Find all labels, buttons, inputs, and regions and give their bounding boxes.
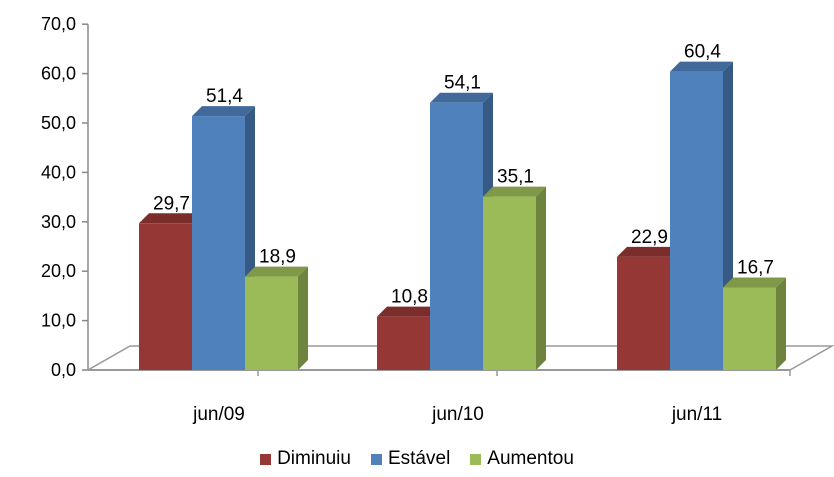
bar-top: [723, 277, 786, 288]
bar-top: [670, 61, 733, 72]
bar-side: [298, 266, 308, 370]
legend-swatch: [260, 453, 272, 465]
bar-front: [192, 116, 245, 370]
bar-front: [670, 71, 723, 371]
bar-top: [377, 306, 440, 317]
bar-top: [192, 106, 255, 117]
legend-label: Aumentou: [487, 448, 574, 469]
y-tick-label: 0,0: [51, 360, 76, 380]
bar-front: [723, 287, 776, 370]
data-label: 29,7: [153, 193, 190, 214]
bar-top: [617, 246, 680, 257]
data-label: 22,9: [631, 227, 668, 248]
legend-swatch: [370, 453, 382, 465]
legend-label: Estável: [387, 448, 451, 469]
y-tick-label: 10,0: [41, 311, 76, 331]
data-label: 54,1: [444, 73, 481, 94]
bar-aumentou-0: [245, 266, 308, 370]
bar-diminuiu-1: [377, 306, 440, 370]
legend: Diminuiu Estável Aumentou: [0, 446, 834, 472]
y-tick-label: 30,0: [41, 212, 76, 232]
legend-item: Estável: [370, 448, 451, 470]
bar-front: [430, 102, 483, 370]
bar-front: [617, 256, 670, 370]
data-label: 10,8: [391, 287, 428, 308]
bar-front: [483, 196, 536, 370]
bar-front: [377, 316, 430, 370]
x-category-label: jun/09: [192, 404, 245, 425]
legend-label: Diminuiu: [277, 448, 351, 469]
bar-side: [536, 186, 546, 370]
bar-top: [245, 266, 308, 277]
legend-swatch: [470, 453, 482, 465]
data-label: 18,9: [259, 247, 296, 268]
bar-side: [776, 277, 786, 370]
bar-front: [245, 276, 298, 370]
x-category-label: jun/11: [671, 404, 722, 425]
data-label: 60,4: [684, 42, 721, 63]
y-tick-label: 70,0: [41, 14, 76, 34]
bars-layer: [139, 61, 786, 371]
y-tick-label: 50,0: [41, 113, 76, 133]
bar-aumentou-2: [723, 277, 786, 370]
labels-layer: 29,7 51,4 18,9 jun/09 10,8 54,1 35,1 jun/10 22,9…: [153, 42, 774, 425]
legend-item: Diminuiu: [260, 448, 351, 470]
y-tick-label: 60,0: [41, 64, 76, 84]
bar-estvel-1: [430, 92, 493, 370]
bar-aumentou-1: [483, 186, 546, 370]
data-label: 35,1: [497, 167, 534, 188]
bar-top: [430, 92, 493, 103]
bar-front: [139, 223, 192, 370]
x-category-label: jun/10: [431, 404, 484, 425]
bar-top: [139, 213, 202, 224]
data-label: 51,4: [206, 86, 243, 107]
bar-top: [483, 186, 546, 197]
y-tick-label: 20,0: [41, 261, 76, 281]
data-label: 16,7: [737, 258, 774, 279]
y-tick-label: 40,0: [41, 162, 76, 182]
axis-layer: 0,0 10,0 20,0 30,0 40,0 50,0 60,0 70,0: [41, 14, 89, 380]
legend-item: Aumentou: [470, 448, 574, 470]
